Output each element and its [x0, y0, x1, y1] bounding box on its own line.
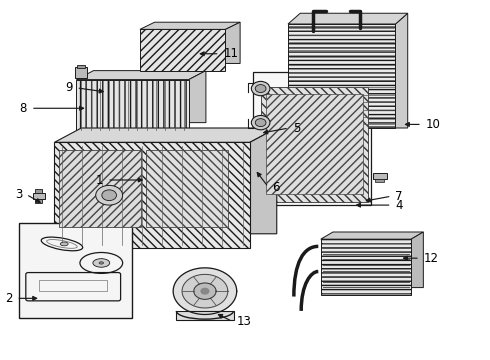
Text: 1: 1: [96, 174, 103, 186]
Polygon shape: [189, 71, 206, 123]
Polygon shape: [225, 22, 240, 63]
Text: 11: 11: [223, 47, 239, 60]
Bar: [140, 30, 225, 71]
Bar: [176, 311, 234, 320]
Ellipse shape: [60, 242, 68, 246]
Bar: [375, 179, 384, 182]
Text: 4: 4: [395, 199, 403, 212]
Bar: [33, 193, 45, 199]
Bar: [54, 142, 250, 248]
Ellipse shape: [255, 119, 266, 127]
Bar: [261, 87, 368, 202]
Bar: [59, 149, 142, 226]
Bar: [321, 239, 411, 295]
Bar: [288, 24, 395, 128]
Ellipse shape: [251, 81, 270, 96]
Ellipse shape: [102, 190, 117, 201]
Bar: [266, 94, 363, 194]
Polygon shape: [288, 13, 408, 24]
Bar: [76, 80, 189, 132]
Polygon shape: [182, 274, 228, 308]
Polygon shape: [395, 13, 408, 128]
Text: 10: 10: [426, 118, 441, 131]
Polygon shape: [411, 232, 423, 288]
Polygon shape: [76, 71, 206, 80]
Bar: [253, 72, 370, 205]
Text: 7: 7: [395, 190, 403, 203]
Polygon shape: [194, 283, 216, 299]
Text: 5: 5: [293, 122, 300, 135]
Ellipse shape: [255, 85, 266, 93]
Text: 8: 8: [20, 102, 27, 115]
Bar: [40, 280, 107, 292]
Bar: [147, 149, 228, 226]
Text: 2: 2: [5, 292, 12, 305]
Ellipse shape: [251, 116, 270, 130]
Polygon shape: [140, 22, 240, 30]
Text: 12: 12: [424, 252, 439, 265]
Polygon shape: [201, 288, 209, 294]
Bar: [75, 67, 87, 78]
Bar: [19, 223, 132, 318]
Ellipse shape: [93, 259, 110, 267]
Bar: [77, 64, 85, 68]
Ellipse shape: [99, 262, 103, 264]
Polygon shape: [173, 268, 237, 315]
Bar: [373, 173, 387, 179]
Bar: [35, 189, 42, 193]
Text: 13: 13: [237, 315, 251, 328]
Bar: [35, 199, 42, 203]
Ellipse shape: [96, 185, 122, 205]
Polygon shape: [321, 232, 423, 239]
Text: 6: 6: [272, 181, 280, 194]
Polygon shape: [54, 128, 277, 142]
Polygon shape: [250, 128, 277, 234]
Text: 3: 3: [15, 188, 22, 201]
Text: 9: 9: [65, 81, 73, 94]
